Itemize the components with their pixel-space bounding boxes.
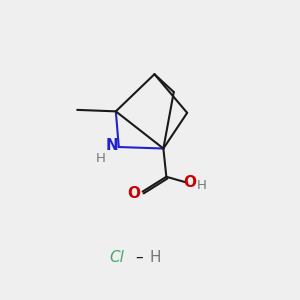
Text: H: H (95, 152, 105, 165)
Text: Cl: Cl (109, 250, 124, 265)
Text: O: O (128, 186, 141, 201)
Text: N: N (106, 138, 118, 153)
Text: –: – (135, 250, 142, 265)
Text: H: H (197, 178, 207, 192)
Text: H: H (150, 250, 161, 265)
Text: O: O (183, 175, 196, 190)
